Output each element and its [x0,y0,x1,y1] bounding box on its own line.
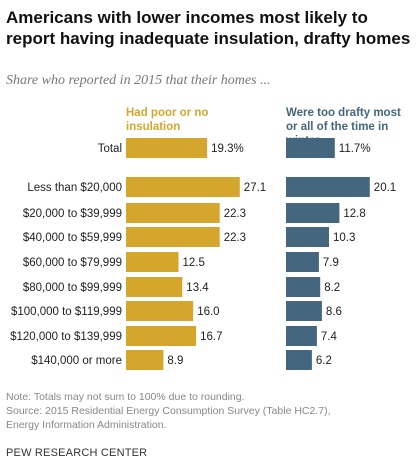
bar-insulation [126,138,208,158]
category-label: $100,000 to $119,999 [11,306,122,318]
value-label-drafty: 8.6 [326,306,342,318]
value-label-drafty: 6.2 [316,355,332,367]
chart-title: Americans with lower incomes most likely… [6,8,411,48]
category-label: $20,000 to $39,999 [23,208,122,220]
category-label: $60,000 to $79,999 [23,257,122,269]
bar-insulation [126,326,197,346]
bar-drafty [286,138,335,158]
bar-insulation [126,350,164,370]
category-label: $140,000 or more [31,355,122,367]
bar-insulation [126,177,240,197]
chart-note: Note: Totals may not sum to 100% due to … [6,391,245,403]
bar-drafty [286,350,312,370]
bar-insulation [126,203,220,223]
value-label-insulation: 13.4 [186,282,209,294]
series-header-insulation: Had poor or no insulation [126,107,209,133]
value-label-drafty: 7.4 [321,331,338,343]
value-label-drafty: 8.2 [324,282,340,294]
value-label-insulation: 27.1 [244,182,266,194]
value-label-insulation: 22.3 [224,208,246,220]
value-label-drafty: 11.7% [339,143,371,155]
value-label-insulation: 8.9 [167,355,183,367]
bar-insulation [126,252,179,272]
bar-drafty [286,203,340,223]
bar-drafty [286,252,319,272]
value-label-drafty: 7.9 [323,257,339,269]
value-label-insulation: 12.5 [183,257,205,269]
category-label: $40,000 to $59,999 [23,232,122,244]
chart-source-line-1: Source: 2015 Residential Energy Consumpt… [6,405,331,417]
bar-drafty [286,326,317,346]
category-label: Less than $20,000 [27,182,122,194]
bar-insulation [126,301,194,321]
value-label-insulation: 16.7 [200,331,222,343]
bar-chart: Total 19.3% 11.7% Less than $20,000 27.1 20.1… [10,138,396,370]
bar-insulation [126,277,183,297]
chart-source-line-2: Energy Information Administration. [6,419,167,431]
value-label-drafty: 10.3 [333,232,355,244]
brand-logo-text: PEW RESEARCH CENTER [6,447,148,459]
category-label: $80,000 to $99,999 [23,282,122,294]
category-label: $120,000 to $139,999 [10,331,122,343]
category-label: Total [98,143,122,155]
value-label-insulation: 22.3 [224,232,246,244]
value-label-insulation: 16.0 [197,306,219,318]
value-label-drafty: 12.8 [343,208,365,220]
value-label-drafty: 20.1 [374,182,396,194]
bar-drafty [286,301,322,321]
chart-subtitle: Share who reported in 2015 that their ho… [6,73,271,88]
value-label-insulation: 19.3% [211,143,244,155]
bar-drafty [286,277,321,297]
bar-drafty [286,177,370,197]
bar-drafty [286,227,329,247]
bar-insulation [126,227,220,247]
